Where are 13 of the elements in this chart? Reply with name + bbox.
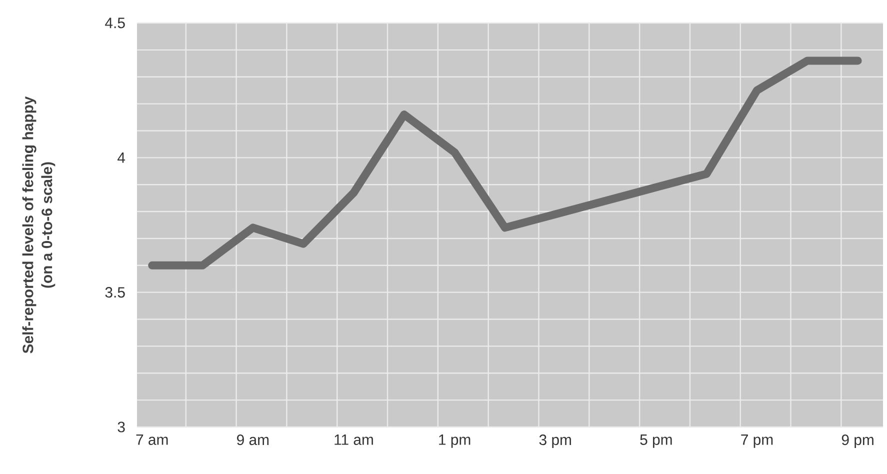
x-tick-label: 5 pm [640, 434, 672, 448]
y-axis-title: Self-reported levels of feeling happy (on a 0-to-6 scale) [22, 96, 56, 354]
x-tick-label: 1 pm [439, 434, 470, 448]
x-tick-label: 7 am [136, 434, 168, 445]
x-tick-label: 9 pm [842, 434, 874, 448]
y-tick-label: 4 [118, 152, 126, 163]
y-tick-label: 4.5 [105, 18, 125, 28]
x-tick-label: 7 pm [741, 434, 773, 448]
x-tick-label: 3 pm [539, 434, 571, 448]
x-tick-label: 11 am [334, 434, 373, 445]
x-tick-label: 9 am [237, 434, 269, 446]
y-tick-label: 3.5 [105, 287, 125, 298]
y-tick-label: 3 [118, 422, 125, 432]
